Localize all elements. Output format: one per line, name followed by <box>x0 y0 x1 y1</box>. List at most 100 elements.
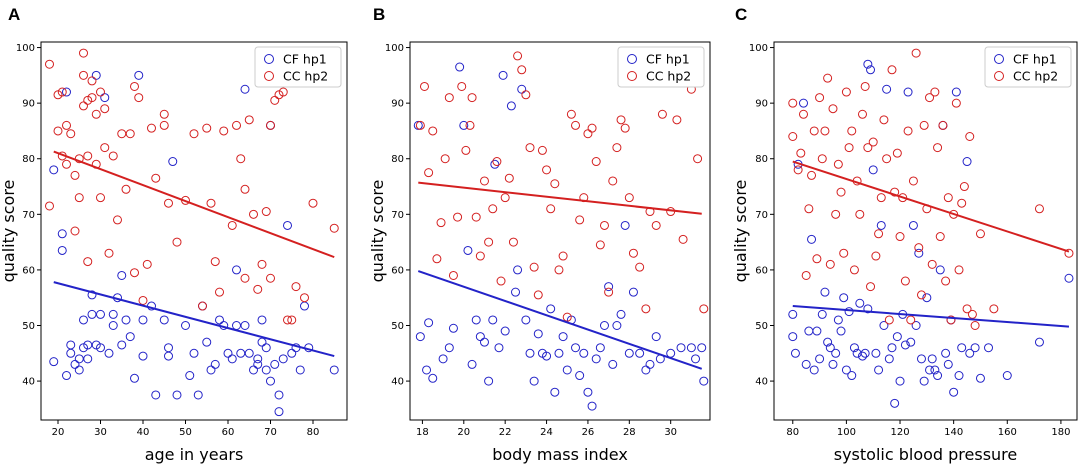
legend-box <box>984 46 1072 88</box>
data-point <box>49 165 59 175</box>
data-point <box>550 179 560 189</box>
data-point <box>448 323 458 333</box>
chart-panel-a: A 20 30 40 50 60 70 80 40 50 60 70 80 90 100 age in yea… <box>0 5 348 464</box>
y-axis-label: quality score <box>0 180 18 283</box>
data-point <box>240 321 250 330</box>
series-cf-hp1 <box>413 62 709 411</box>
data-point <box>943 193 953 203</box>
data-point <box>96 309 105 319</box>
data-point <box>513 51 523 61</box>
data-point <box>957 343 967 353</box>
data-point <box>74 365 84 375</box>
data-point <box>699 376 709 386</box>
data-point <box>691 354 701 364</box>
data-point <box>989 304 999 314</box>
data-point <box>261 343 271 353</box>
data-point <box>422 365 432 375</box>
data-point <box>164 198 173 208</box>
data-point <box>672 115 682 125</box>
x-tick-label: 70 <box>264 427 277 438</box>
data-point <box>554 348 564 358</box>
data-point <box>911 48 921 58</box>
data-point <box>261 365 271 375</box>
data-point <box>533 290 543 300</box>
data-point <box>849 343 859 353</box>
data-point <box>91 109 101 119</box>
data-point <box>227 220 237 230</box>
data-point <box>121 315 131 325</box>
data-point <box>624 348 634 358</box>
data-point <box>189 348 199 358</box>
data-point <box>908 176 918 186</box>
data-point <box>860 348 870 358</box>
data-point <box>938 120 948 130</box>
data-point <box>253 354 263 364</box>
data-point <box>62 87 71 97</box>
data-point <box>651 332 661 342</box>
data-point <box>130 81 139 91</box>
legend-label: CF hp1 <box>283 52 327 67</box>
data-point <box>525 143 535 153</box>
data-point <box>108 151 118 161</box>
data-point <box>508 237 518 247</box>
legend: CF hp1 CC hp2 <box>984 46 1072 88</box>
data-point <box>189 129 199 139</box>
x-axis-label: body mass index <box>492 445 628 464</box>
data-point <box>96 343 105 353</box>
data-point <box>266 273 275 283</box>
data-point <box>823 337 833 347</box>
data-point <box>198 301 207 311</box>
data-point <box>529 262 539 272</box>
data-point <box>83 151 93 161</box>
data-point <box>868 137 878 147</box>
data-point <box>291 282 301 292</box>
data-point <box>424 168 434 178</box>
data-point <box>125 129 135 139</box>
x-tick-label: 60 <box>222 427 235 438</box>
data-point <box>812 326 822 336</box>
data-point <box>863 59 873 69</box>
data-point <box>841 87 851 97</box>
data-point <box>788 309 798 319</box>
data-point <box>172 237 182 247</box>
data-point <box>461 145 471 155</box>
data-point <box>860 81 870 91</box>
data-point <box>108 321 118 330</box>
data-point <box>550 387 560 397</box>
data-point <box>975 229 985 239</box>
data-point <box>108 309 118 319</box>
data-point <box>651 220 661 230</box>
data-point <box>117 129 127 139</box>
data-point <box>521 90 531 100</box>
x-tick-label: 140 <box>944 427 963 438</box>
y-tick-label: 40 <box>22 377 35 388</box>
data-point <box>911 321 921 330</box>
data-point <box>916 354 926 364</box>
data-point <box>697 343 707 353</box>
data-point <box>828 104 838 114</box>
data-point <box>951 87 961 97</box>
data-point <box>895 376 905 386</box>
data-point <box>453 212 463 222</box>
legend-marker-cc-hp2 <box>627 71 637 81</box>
data-point <box>906 337 916 347</box>
data-point <box>79 70 88 80</box>
data-point <box>130 373 139 383</box>
data-point <box>863 143 873 153</box>
y-tick-label: 90 <box>22 99 35 110</box>
data-point <box>236 154 246 164</box>
plot-frame <box>40 41 348 421</box>
data-point <box>62 159 71 169</box>
data-point <box>562 312 572 322</box>
data-point <box>914 243 924 253</box>
data-point <box>587 123 597 133</box>
data-point <box>693 154 703 164</box>
data-point <box>428 373 438 383</box>
data-point <box>537 145 547 155</box>
data-point <box>815 354 825 364</box>
data-point <box>676 343 686 353</box>
x-axis-label: age in years <box>145 445 244 464</box>
data-point <box>159 120 169 130</box>
data-point <box>575 215 585 225</box>
